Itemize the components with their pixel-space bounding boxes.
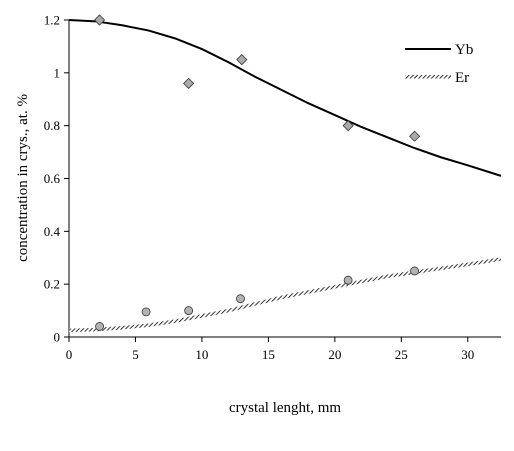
data-point-er <box>236 294 245 304</box>
y-tick-label: 0 <box>54 330 61 345</box>
series-line-er <box>68 257 502 333</box>
series-layer <box>68 19 502 333</box>
x-tick-label: 5 <box>132 347 139 362</box>
y-tick-label: 0.8 <box>44 118 60 133</box>
y-tick-label: 0.2 <box>44 277 60 292</box>
data-point-er <box>141 307 151 317</box>
x-tick-label: 30 <box>461 347 474 362</box>
data-point-er <box>410 266 420 276</box>
series-line-yb <box>68 19 502 177</box>
data-point-yb <box>94 14 106 26</box>
x-axis-title: crystal lenght, mm <box>229 400 341 416</box>
x-tick-label: 25 <box>395 347 408 362</box>
y-axis-title: concentration in crys., at. % <box>15 94 31 262</box>
data-point-yb <box>236 54 248 66</box>
x-tick-label: 10 <box>195 347 208 362</box>
legend-swatch-er <box>405 75 451 79</box>
y-tick-label: 1 <box>54 65 61 80</box>
data-point-er <box>95 322 104 331</box>
y-tick-label: 1.2 <box>44 13 60 28</box>
legend: Yb Er <box>405 42 473 86</box>
data-point-er <box>184 306 194 315</box>
x-tick-label: 15 <box>262 347 275 362</box>
legend-label-yb: Yb <box>455 42 473 58</box>
legend-label-er: Er <box>455 70 469 86</box>
y-tick-label: 0.6 <box>44 171 61 186</box>
data-point-yb <box>183 77 195 89</box>
marker-layer <box>94 14 421 331</box>
data-point-yb <box>409 130 421 142</box>
x-tick-label: 0 <box>66 347 73 362</box>
y-axis: 0 0.2 0.4 0.6 0.8 1 1.2 <box>44 13 70 345</box>
data-point-er <box>343 275 353 285</box>
x-axis: 0 5 10 15 20 25 30 <box>66 336 501 362</box>
y-tick-label: 0.4 <box>44 224 61 239</box>
data-point-yb <box>342 120 354 132</box>
x-tick-label: 20 <box>328 347 341 362</box>
